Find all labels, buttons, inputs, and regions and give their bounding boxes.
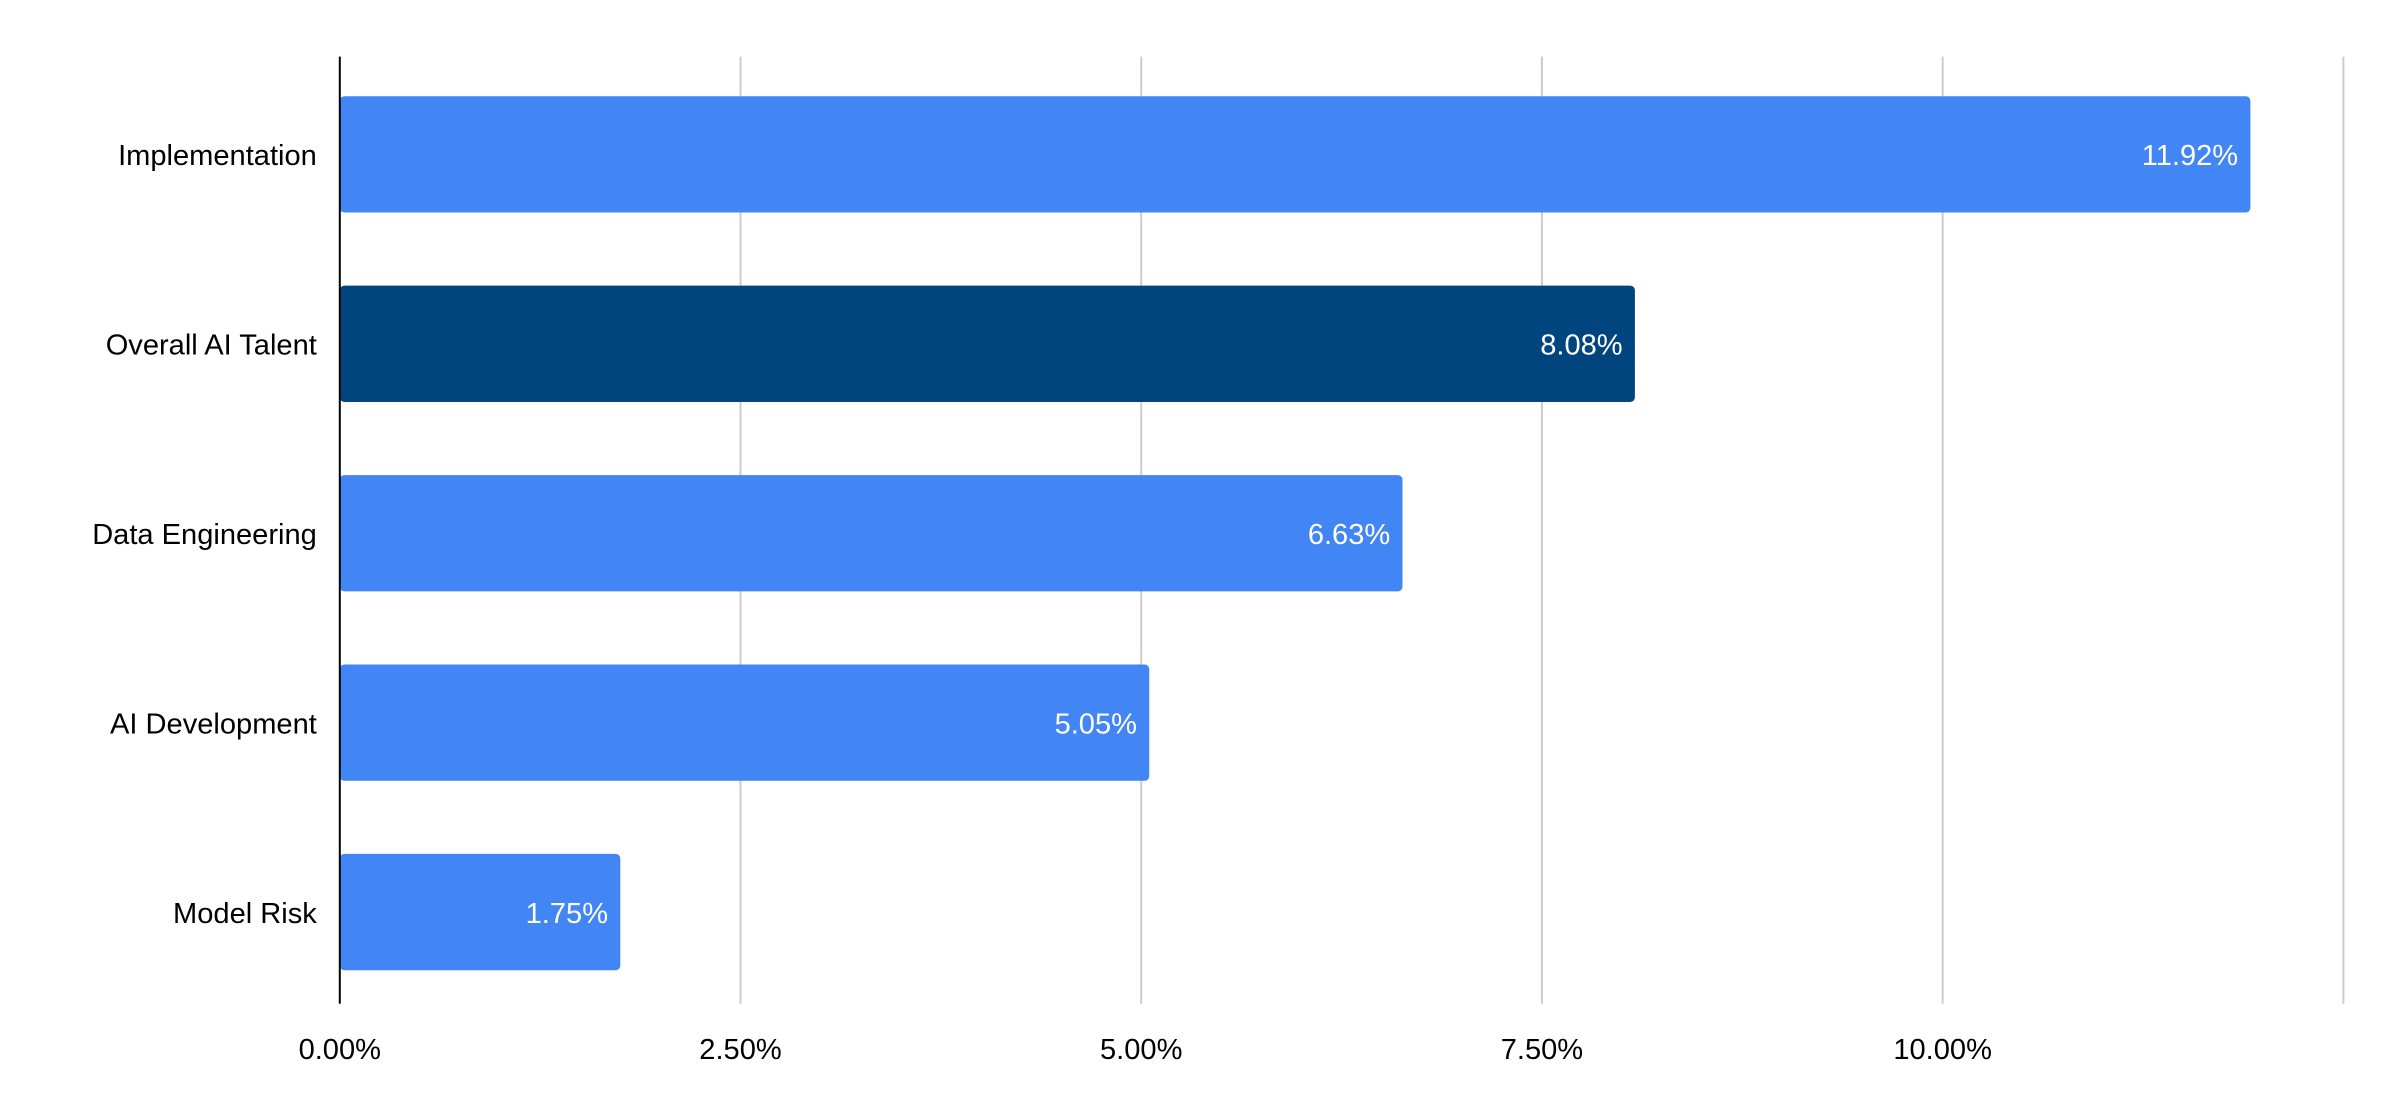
x-tick-label: 2.50% [699, 1034, 781, 1066]
x-tick-label: 0.00% [299, 1034, 381, 1066]
bar [339, 96, 2251, 213]
x-tick-label: 5.00% [1100, 1034, 1182, 1066]
x-tick-label: 10.00% [1893, 1034, 1992, 1066]
category-labels: Implementation Overall AI Talent Data Engi… [92, 140, 317, 930]
data-label: 11.92% [2142, 140, 2238, 172]
gridlines [739, 56, 2345, 1004]
x-tick-label: 7.50% [1501, 1034, 1583, 1066]
bar [339, 664, 1150, 781]
data-label: 6.63% [1308, 519, 1390, 551]
data-label: 8.08% [1540, 330, 1622, 362]
data-label: 1.75% [526, 898, 608, 930]
category-label: Overall AI Talent [106, 330, 317, 362]
bar [339, 853, 621, 971]
category-label: Data Engineering [92, 519, 317, 551]
bar [339, 475, 1403, 592]
category-label: Implementation [118, 140, 317, 172]
x-tick-labels: 0.00% 2.50% 5.00% 7.50% 10.00% [299, 1034, 1992, 1066]
data-label: 5.05% [1055, 708, 1137, 740]
bar [339, 285, 1635, 402]
category-label: Model Risk [173, 898, 317, 930]
bars: 11.92% 8.08% 6.63% 5.05% 1.75% [339, 96, 2251, 971]
category-label: AI Development [110, 708, 317, 740]
